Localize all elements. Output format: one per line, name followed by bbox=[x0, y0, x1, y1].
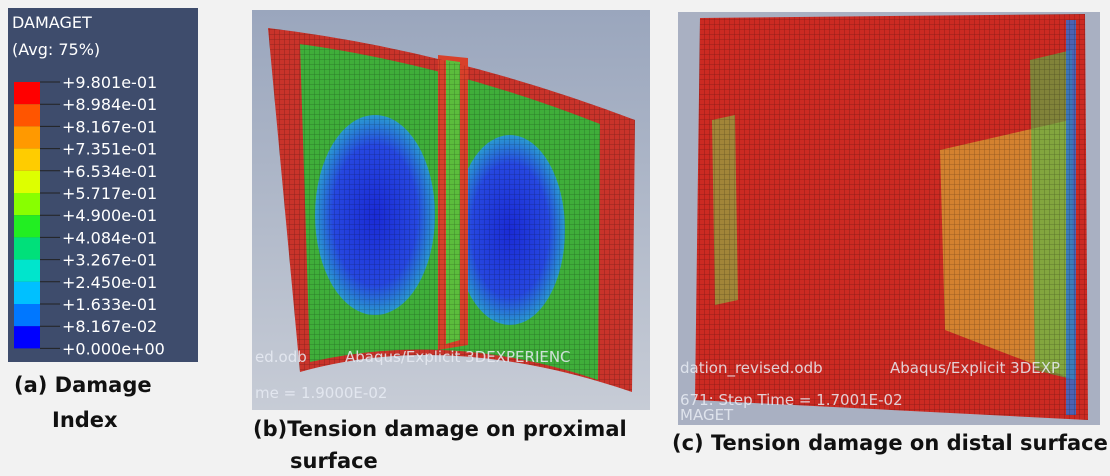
legend-label: +8.167e-02 bbox=[62, 317, 157, 336]
legend-label: +9.801e-01 bbox=[62, 73, 157, 92]
legend-band bbox=[14, 126, 40, 148]
figure: DAMAGET (Avg: 75%) +9.801e-01 +8.984e-01 +… bbox=[0, 0, 1110, 476]
legend-label: +5.717e-01 bbox=[62, 184, 157, 203]
legend-label: +1.633e-01 bbox=[62, 295, 157, 314]
legend-label: +8.167e-01 bbox=[62, 117, 157, 136]
caption: Index bbox=[52, 408, 118, 432]
panel-b-image: ed.odb Abaqus/Explicit 3DEXPERIENC me = … bbox=[252, 10, 650, 410]
legend-band bbox=[14, 326, 40, 348]
legend-band bbox=[14, 104, 40, 126]
overlay-text: ed.odb bbox=[255, 348, 307, 366]
legend-band bbox=[14, 304, 40, 326]
legend-label: +2.450e-01 bbox=[62, 273, 157, 292]
legend-label: +6.534e-01 bbox=[62, 162, 157, 181]
legend-band bbox=[14, 260, 40, 282]
legend-label: +0.000e+00 bbox=[62, 339, 165, 358]
legend-band bbox=[14, 149, 40, 171]
overlay-text: dation_revised.odb bbox=[680, 359, 823, 378]
legend-band bbox=[14, 193, 40, 215]
caption: (a) Damage bbox=[14, 373, 152, 397]
legend-band bbox=[14, 237, 40, 259]
overlay-text: MAGET bbox=[680, 406, 734, 424]
caption: surface bbox=[290, 449, 378, 473]
caption: (b)Tension damage on proximal bbox=[253, 417, 627, 441]
legend-band bbox=[14, 282, 40, 304]
legend-band bbox=[14, 82, 40, 104]
caption: (c) Tension damage on distal surface bbox=[672, 431, 1108, 455]
legend-subtitle: (Avg: 75%) bbox=[12, 40, 100, 59]
legend-label: +8.984e-01 bbox=[62, 95, 157, 114]
legend-band bbox=[14, 215, 40, 237]
legend-label: +4.900e-01 bbox=[62, 206, 157, 225]
legend-label: +4.084e-01 bbox=[62, 228, 157, 247]
overlay-text: Abaqus/Explicit 3DEXPERIENC bbox=[345, 348, 571, 366]
overlay-text: Abaqus/Explicit 3DEXP bbox=[890, 359, 1060, 377]
legend-title: DAMAGET bbox=[12, 13, 92, 32]
legend-label: +3.267e-01 bbox=[62, 251, 157, 270]
legend-label: +7.351e-01 bbox=[62, 140, 157, 159]
legend-band bbox=[14, 171, 40, 193]
overlay-text: me = 1.9000E-02 bbox=[255, 384, 387, 402]
panel-c-image: dation_revised.odb Abaqus/Explicit 3DEXP… bbox=[678, 12, 1100, 425]
